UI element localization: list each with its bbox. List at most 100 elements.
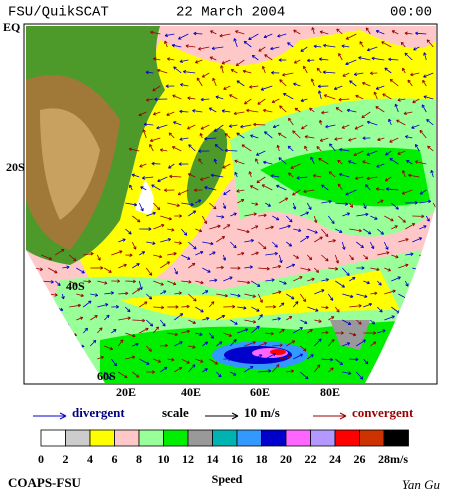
wind-arrow <box>293 276 303 282</box>
wind-arrow <box>104 267 112 273</box>
wind-arrow <box>181 304 190 309</box>
wind-arrow <box>69 280 78 286</box>
wind-arrow <box>198 46 210 51</box>
wind-arrow <box>250 134 259 139</box>
lon-label: 20E <box>116 385 136 399</box>
wind-arrow <box>201 72 210 78</box>
wind-arrow <box>376 163 385 168</box>
wind-arrow <box>160 366 168 373</box>
wind-arrow <box>174 241 182 245</box>
wind-arrow <box>174 313 184 321</box>
wind-arrow <box>410 72 420 77</box>
wind-arrow <box>230 319 238 325</box>
wind-arrow <box>258 266 270 271</box>
vector-legend: divergent scale 10 m/s convergent <box>33 405 414 420</box>
wind-arrow <box>174 214 183 218</box>
wind-arrow <box>272 364 280 373</box>
wind-arrow <box>188 345 196 349</box>
wind-arrow <box>204 136 217 141</box>
wind-arrow <box>402 170 406 178</box>
wind-arrow <box>430 169 434 178</box>
wind-arrow <box>188 241 197 250</box>
wind-arrow <box>345 189 357 196</box>
wind-arrow <box>375 187 385 191</box>
wind-arrow <box>237 280 251 285</box>
colorbar-unit: m/s <box>390 452 408 466</box>
wind-arrow <box>356 212 369 217</box>
color-swatch <box>383 429 409 447</box>
wind-arrow <box>146 370 155 374</box>
wind-arrow <box>198 149 210 153</box>
wind-arrow <box>349 357 359 362</box>
wind-arrow <box>272 264 282 269</box>
colorbar-tick-label: 28 <box>378 452 390 466</box>
wind-arrow <box>153 326 160 334</box>
wind-arrow <box>384 315 395 321</box>
wind-arrow <box>195 332 203 336</box>
wind-arrow <box>195 199 202 204</box>
convergent-label: convergent <box>352 405 414 420</box>
wind-arrow <box>364 184 371 191</box>
wind-arrow <box>279 328 285 334</box>
wind-arrow <box>222 202 227 210</box>
wind-arrow <box>145 70 154 75</box>
lon-label: 80E <box>320 385 340 399</box>
wind-arrow <box>221 59 231 65</box>
wind-arrow <box>375 106 385 113</box>
wind-arrow <box>83 279 92 284</box>
wind-arrow <box>335 331 344 335</box>
wind-arrow <box>233 111 245 116</box>
wind-arrow <box>192 109 203 113</box>
wind-arrow <box>293 353 304 360</box>
wind-arrow <box>139 163 147 168</box>
wind-arrow <box>195 280 204 285</box>
wind-arrow <box>363 228 372 235</box>
wind-arrow <box>251 306 260 312</box>
wind-arrow <box>363 331 377 335</box>
wind-arrow <box>348 202 354 208</box>
wind-arrow <box>279 79 287 87</box>
wind-arrow <box>154 97 168 102</box>
wind-arrow <box>204 186 217 191</box>
wind-arrow <box>279 355 292 360</box>
wind-arrow <box>277 132 287 139</box>
wind-arrow <box>328 239 336 243</box>
wind-arrow <box>233 38 238 48</box>
wind-arrow <box>300 211 309 217</box>
wind-arrow <box>230 69 238 74</box>
wind-arrow <box>292 202 297 210</box>
wind-arrow <box>323 43 336 48</box>
wind-arrow <box>275 184 287 191</box>
wind-arrow <box>279 280 287 285</box>
wind-arrow <box>255 150 266 156</box>
wind-arrow <box>199 132 203 139</box>
wind-arrow <box>55 280 61 286</box>
wind-arrow <box>97 327 103 334</box>
wind-arrow <box>319 30 329 35</box>
wind-arrow <box>356 241 364 249</box>
wind-arrow <box>318 57 329 61</box>
wind-arrow <box>288 172 294 178</box>
colorbar-tick-label: 26 <box>354 452 366 466</box>
wind-arrow <box>111 250 123 256</box>
wind-arrow <box>181 358 190 364</box>
wind-arrow <box>313 364 321 373</box>
wind-arrow <box>300 319 308 324</box>
wind-arrow <box>132 215 141 223</box>
wind-arrow <box>216 371 222 378</box>
wind-arrow <box>193 31 203 36</box>
wind-arrow <box>159 148 168 152</box>
wind-arrow <box>265 331 274 336</box>
wind-arrow <box>261 65 266 74</box>
wind-arrow <box>237 199 245 204</box>
wind-arrow <box>251 325 260 334</box>
wind-arrow <box>363 254 369 260</box>
wind-arrow <box>188 144 196 152</box>
wind-arrow <box>181 202 194 207</box>
wind-arrow <box>314 319 322 323</box>
wind-arrow <box>375 85 385 90</box>
wind-arrow <box>419 129 427 139</box>
wind-arrow <box>90 266 104 270</box>
wind-arrow <box>342 319 352 325</box>
